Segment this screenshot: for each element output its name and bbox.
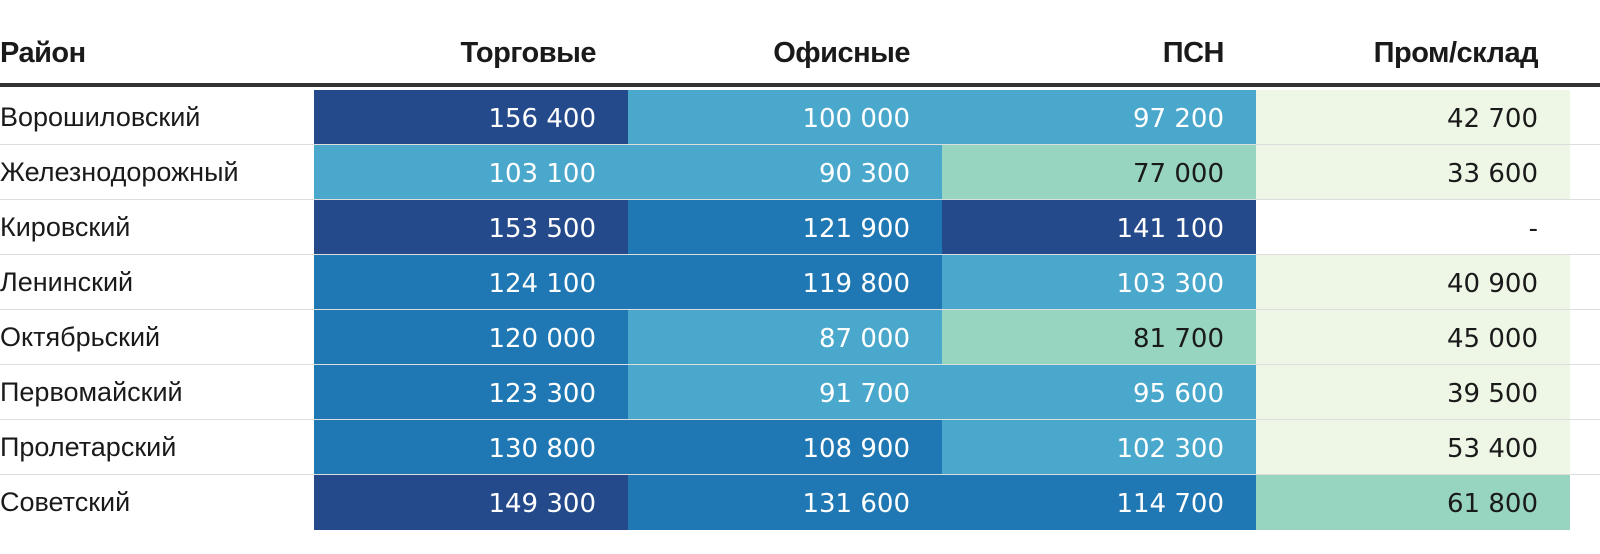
cell-office: 121 900 [628,200,942,255]
cell-office: 91 700 [628,365,942,420]
table-row: Ленинский 124 100 119 800 103 300 40 900 [0,255,1600,310]
cell-office: 131 600 [628,475,942,530]
table-row: Кировский 153 500 121 900 141 100- [0,200,1600,255]
cell-office: 90 300 [628,145,942,200]
district-label: Ворошиловский [0,102,201,132]
table-row: Советский 149 300 131 600 114 700 61 800 [0,475,1600,530]
cell-office: 108 900 [628,420,942,475]
column-header-industrial: Пром/склад [1373,37,1539,69]
cell-retail: 153 500 [314,200,628,255]
cell-industrial: 33 600 [1256,145,1570,200]
cell-industrial: 42 700 [1256,90,1570,145]
column-header-district: Район [0,37,86,69]
cell-industrial: 61 800 [1256,475,1570,530]
cell-retail: 130 800 [314,420,628,475]
cell-psn: 114 700 [942,475,1256,530]
cell-psn: 81 700 [942,310,1256,365]
table-row: Железнодорожный 103 100 90 300 77 000 33 600 [0,145,1600,200]
cell-psn: 103 300 [942,255,1256,310]
cell-psn: 97 200 [942,90,1256,145]
district-label: Первомайский [0,377,183,407]
cell-psn: 77 000 [942,145,1256,200]
cell-retail: 123 300 [314,365,628,420]
cell-retail: 103 100 [314,145,628,200]
cell-industrial: 45 000 [1256,310,1570,365]
table-row: Первомайский 123 300 91 700 95 600 39 500 [0,365,1600,420]
district-label: Ленинский [0,267,134,297]
cell-industrial: 53 400 [1256,420,1570,475]
district-label: Советский [0,487,131,517]
cell-industrial: 39 500 [1256,365,1570,420]
cell-retail: 156 400 [314,90,628,145]
table-header: Район Торговые Офисные ПСН Пром/склад [0,0,1600,87]
cell-retail: 149 300 [314,475,628,530]
column-header-office: Офисные [773,37,910,69]
district-label: Октябрьский [0,322,161,352]
district-label: Кировский [0,212,131,242]
cell-psn: 95 600 [942,365,1256,420]
district-label: Железнодорожный [0,157,239,187]
column-header-psn: ПСН [1162,37,1225,69]
column-header-retail: Торговые [460,37,597,69]
cell-office: 119 800 [628,255,942,310]
table-row: Ворошиловский 156 400 100 000 97 200 42 700 [0,90,1600,145]
table-row: Октябрьский 120 000 87 000 81 700 45 000 [0,310,1600,365]
district-label: Пролетарский [0,432,177,462]
cell-industrial: 40 900 [1256,255,1570,310]
cell-psn: 141 100 [942,200,1256,255]
cell-industrial: - [1256,200,1570,255]
table-row: Пролетарский 130 800 108 900 102 300 53 400 [0,420,1600,475]
cell-retail: 124 100 [314,255,628,310]
cell-psn: 102 300 [942,420,1256,475]
cell-retail: 120 000 [314,310,628,365]
cell-office: 87 000 [628,310,942,365]
cell-office: 100 000 [628,90,942,145]
